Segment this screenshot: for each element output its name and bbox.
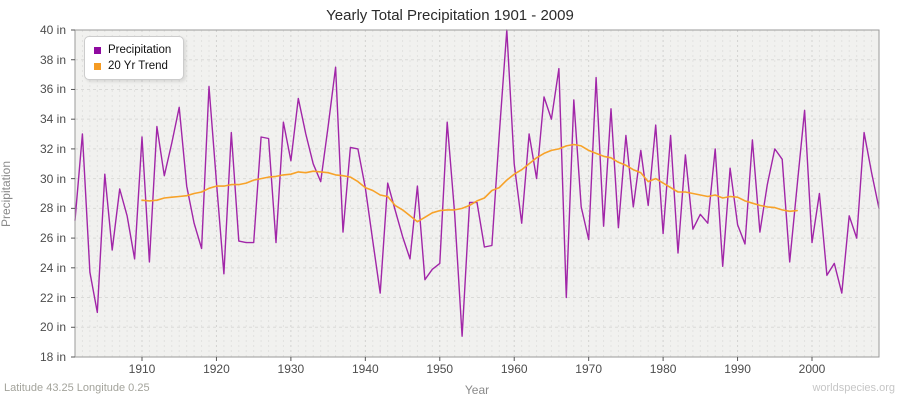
x-tick-label: 1950 bbox=[426, 362, 454, 376]
y-tick-label: 32 in bbox=[39, 141, 66, 156]
legend-item: 20 Yr Trend bbox=[94, 58, 171, 74]
y-tick-label: 24 in bbox=[39, 260, 66, 275]
y-tick-label: 22 in bbox=[39, 290, 66, 305]
tick-marks bbox=[71, 29, 813, 361]
x-tick-label: 1940 bbox=[351, 362, 379, 376]
legend-item: Precipitation bbox=[94, 42, 171, 58]
legend-label: 20 Yr Trend bbox=[108, 60, 168, 72]
source-caption: worldspecies.org bbox=[812, 382, 895, 394]
plot-border bbox=[74, 29, 880, 358]
chart-legend: Precipitation 20 Yr Trend bbox=[84, 36, 185, 80]
plot-area bbox=[75, 30, 879, 357]
x-tick-label: 1990 bbox=[724, 362, 751, 376]
x-tick-label: 1910 bbox=[128, 362, 156, 376]
y-tick-label: 34 in bbox=[39, 112, 66, 127]
legend-swatch-icon bbox=[94, 46, 101, 54]
trend-line bbox=[141, 143, 798, 223]
y-tick-label: 38 in bbox=[39, 52, 66, 67]
x-tick-label: 1980 bbox=[649, 362, 677, 376]
precipitation-line bbox=[74, 29, 880, 337]
x-tick-label: 1960 bbox=[500, 362, 528, 376]
y-tick-label: 28 in bbox=[39, 201, 66, 216]
y-tick-label: 30 in bbox=[39, 171, 66, 186]
y-tick-label: 36 in bbox=[39, 82, 66, 97]
chart-title: Yearly Total Precipitation 1901 - 2009 bbox=[326, 7, 574, 24]
legend-swatch-icon bbox=[94, 62, 101, 70]
y-tick-label: 40 in bbox=[39, 23, 66, 37]
x-tick-label: 1970 bbox=[575, 362, 602, 376]
y-tick-label: 20 in bbox=[39, 320, 66, 335]
x-tick-label: 1930 bbox=[277, 362, 305, 376]
x-tick-label: 2000 bbox=[798, 362, 826, 376]
x-axis-label: Year bbox=[464, 383, 490, 397]
legend-label: Precipitation bbox=[108, 44, 172, 56]
y-tick-label: 18 in bbox=[39, 350, 66, 364]
coordinates-caption: Latitude 43.25 Longitude 0.25 bbox=[4, 382, 150, 394]
x-tick-label: 1920 bbox=[203, 362, 230, 376]
y-tick-label: 26 in bbox=[39, 231, 66, 246]
